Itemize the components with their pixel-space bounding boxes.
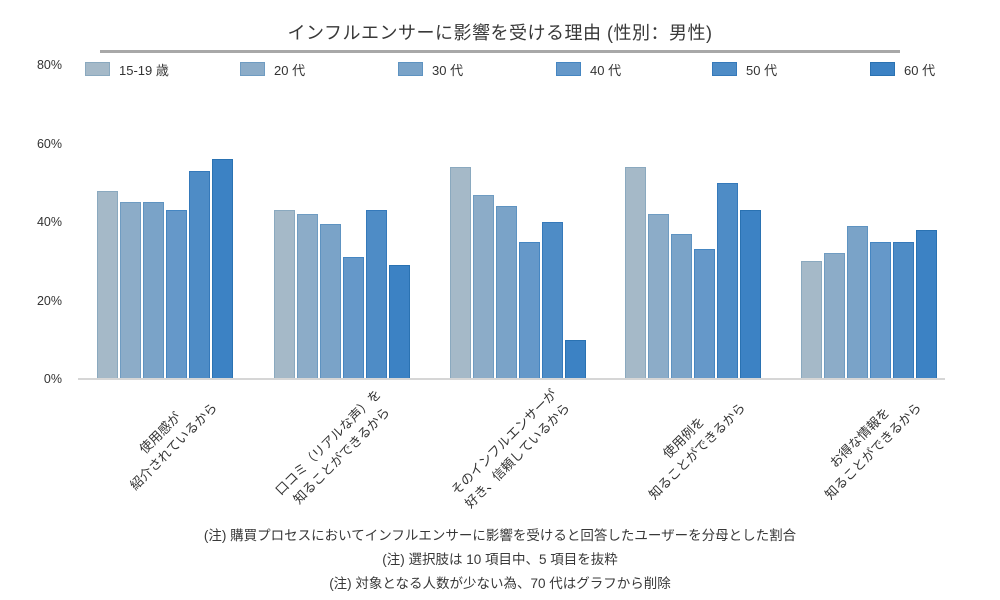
legend-color-swatch (556, 62, 581, 76)
bar (320, 224, 341, 379)
x-category-label: そのインフルエンサーが 好き、信頼しているから (448, 386, 574, 511)
bar (496, 206, 517, 379)
legend-item: 50 代 (712, 61, 778, 78)
legend-label: 60 代 (904, 62, 936, 78)
bar (916, 230, 937, 379)
bar (274, 210, 295, 379)
bar (366, 210, 387, 379)
y-axis-tick-label: 80% (36, 58, 62, 72)
y-axis-tick-label: 40% (36, 215, 62, 229)
bar-group (625, 167, 761, 379)
x-category-label: 使用感が 紹介されているから (127, 399, 221, 493)
bar (565, 340, 586, 379)
bar (143, 202, 164, 379)
x-axis-line (78, 378, 945, 380)
y-axis-tick-label: 60% (36, 137, 62, 151)
bar (166, 210, 187, 379)
footnote-line: (注) 選択肢は 10 項目中、5 項目を抜粋 (382, 552, 618, 567)
bar (870, 242, 891, 379)
legend-item: 30 代 (398, 61, 464, 78)
footnote-line: (注) 対象となる人数が少ない為、70 代はグラフから削除 (329, 576, 671, 591)
footnote-line: (注) 購買プロセスにおいてインフルエンサーに影響を受けると回答したユーザーを分… (203, 528, 797, 543)
title-divider-line (100, 50, 900, 53)
legend-item: 15-19 歳 (85, 61, 169, 78)
legend-item: 20 代 (240, 61, 306, 78)
bar (297, 214, 318, 379)
legend-color-swatch (240, 62, 265, 76)
bar (801, 261, 822, 379)
bar (212, 159, 233, 379)
bar (625, 167, 646, 379)
bar (389, 265, 410, 379)
bar (893, 242, 914, 379)
bar-group (450, 167, 586, 379)
bar (343, 257, 364, 379)
legend-color-swatch (398, 62, 423, 76)
bar-group (97, 159, 233, 379)
bar (824, 253, 845, 379)
footnotes: (注) 購買プロセスにおいてインフルエンサーに影響を受けると回答したユーザーを分… (0, 524, 1000, 596)
bar (189, 171, 210, 379)
bar (473, 195, 494, 379)
legend-label: 15-19 歳 (119, 62, 169, 78)
legend-label: 40 代 (590, 62, 622, 78)
bar-group (274, 210, 410, 379)
bar (740, 210, 761, 379)
legend-item: 60 代 (870, 61, 936, 78)
bar (847, 226, 868, 379)
x-category-label: お得な情報を 知ることができるから (822, 399, 925, 503)
y-axis-tick-label: 20% (36, 294, 62, 308)
bar-group (801, 226, 937, 379)
bar (717, 183, 738, 379)
bar (671, 234, 692, 379)
bar (648, 214, 669, 379)
legend-color-swatch (712, 62, 737, 76)
x-category-label: 使用例を 知ることができるから (646, 399, 749, 503)
bar (450, 167, 471, 379)
legend-item: 40 代 (556, 61, 622, 78)
legend-label: 20 代 (274, 62, 306, 78)
bar (519, 242, 540, 379)
bar (542, 222, 563, 379)
chart-title: インフルエンサーに影響を受ける理由 (性別：男性) (287, 23, 713, 43)
legend-color-swatch (870, 62, 895, 76)
bar (120, 202, 141, 379)
x-category-label: 口コミ（リアルな声）を 知ることができるから (272, 386, 393, 507)
y-axis-tick-label: 0% (43, 372, 62, 386)
legend-color-swatch (85, 62, 110, 76)
legend-label: 30 代 (432, 62, 464, 78)
bar (694, 249, 715, 379)
legend-label: 50 代 (746, 62, 778, 78)
bar (97, 191, 118, 379)
